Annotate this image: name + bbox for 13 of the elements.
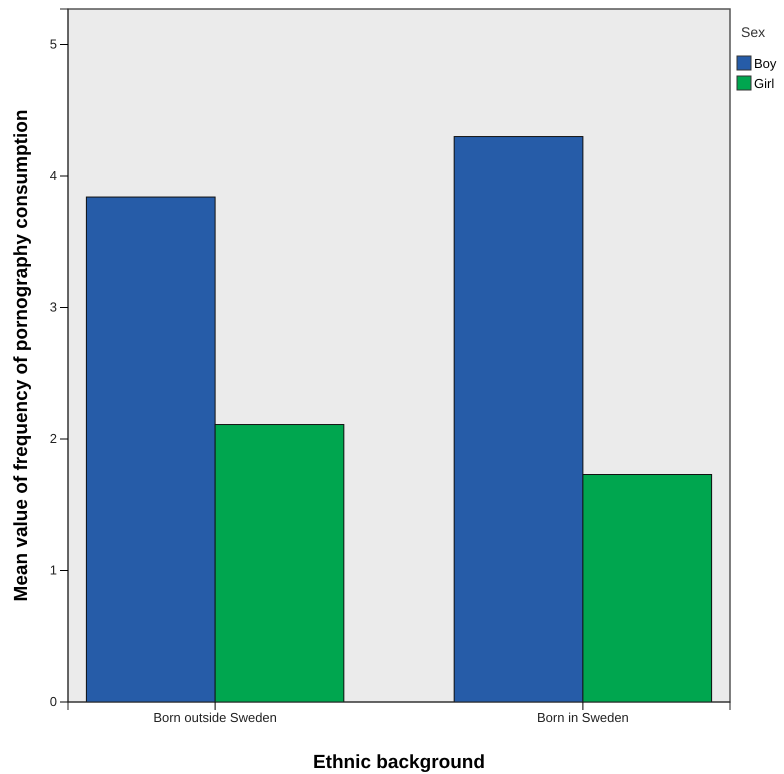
x-axis-title: Ethnic background	[312, 752, 486, 773]
y-tick-label: 4	[50, 168, 57, 184]
legend-title: Sex	[741, 24, 766, 40]
y-tick-label: 5	[50, 36, 57, 52]
y-axis-title: Mean value of frequency of pornography consumption	[11, 110, 32, 602]
legend-label: Girl	[754, 76, 774, 91]
x-tick-label: Born in Sweden	[537, 710, 629, 726]
y-tick-label: 1	[50, 562, 57, 578]
legend-label: Boy	[754, 56, 777, 71]
y-tick-label: 3	[50, 300, 57, 315]
x-tick-label: Born outside Sweden	[153, 710, 277, 726]
y-tick-label: 0	[50, 694, 57, 710]
y-tick-label: 2	[50, 431, 57, 446]
